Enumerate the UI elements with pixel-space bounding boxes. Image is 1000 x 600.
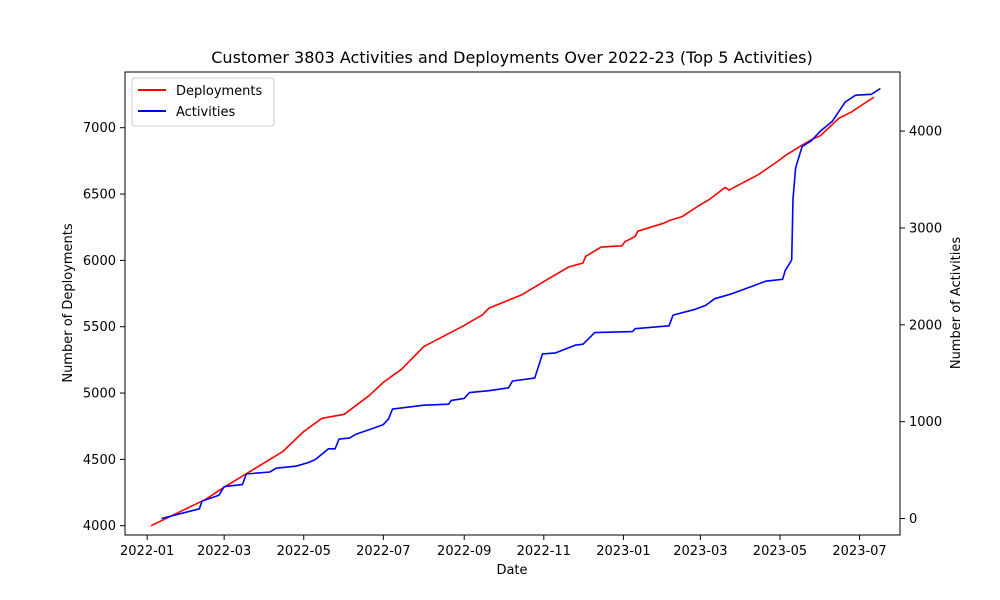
y-left-tick-label: 6000 xyxy=(83,254,116,269)
chart-title: Customer 3803 Activities and Deployments… xyxy=(211,48,813,67)
x-tick-label: 2022-11 xyxy=(517,544,571,559)
y-left-tick-label: 5500 xyxy=(83,320,116,335)
x-tick-label: 2023-05 xyxy=(753,544,807,559)
x-tick-label: 2023-01 xyxy=(596,544,650,559)
x-axis: 2022-01 2022-03 2022-05 2022-07 2022-09 2022-… xyxy=(120,535,887,559)
x-tick-label: 2023-07 xyxy=(832,544,886,559)
x-tick-label: 2022-09 xyxy=(437,544,491,559)
y-left-tick-label: 6500 xyxy=(83,188,116,203)
y-right-tick-label: 2000 xyxy=(909,318,942,333)
x-tick-label: 2022-01 xyxy=(120,544,174,559)
y-left-tick-label: 4500 xyxy=(83,453,116,468)
legend-label-activities: Activities xyxy=(176,105,236,120)
plot-frame xyxy=(124,71,901,536)
y-axis-left-label: Number of Deployments xyxy=(61,223,76,383)
y-axis-right: 0 1000 2000 3000 4000 xyxy=(900,125,942,527)
legend-label-deployments: Deployments xyxy=(176,84,263,99)
series-layer xyxy=(150,87,881,527)
y-right-tick-label: 3000 xyxy=(909,221,942,236)
x-tick-label: 2023-03 xyxy=(673,544,727,559)
y-axis-right-label: Number of Activities xyxy=(949,237,964,370)
x-tick-label: 2022-03 xyxy=(197,544,251,559)
plot-area xyxy=(124,71,901,536)
y-left-tick-label: 4000 xyxy=(83,519,116,534)
x-tick-label: 2022-05 xyxy=(277,544,331,559)
legend: Deployments Activities xyxy=(131,77,275,127)
y-axis-left: 4000 4500 5000 5500 6000 6500 7000 xyxy=(83,121,125,534)
series-line-activities xyxy=(161,87,881,520)
x-tick-label: 2022-07 xyxy=(356,544,410,559)
x-axis-label: Date xyxy=(496,563,527,578)
series-line-deployments xyxy=(150,96,875,527)
y-right-tick-label: 1000 xyxy=(909,415,942,430)
y-left-tick-label: 7000 xyxy=(83,121,116,136)
y-left-tick-label: 5000 xyxy=(83,387,116,402)
legend-box xyxy=(131,77,275,127)
y-right-tick-label: 4000 xyxy=(909,125,942,140)
y-right-tick-label: 0 xyxy=(909,512,917,527)
